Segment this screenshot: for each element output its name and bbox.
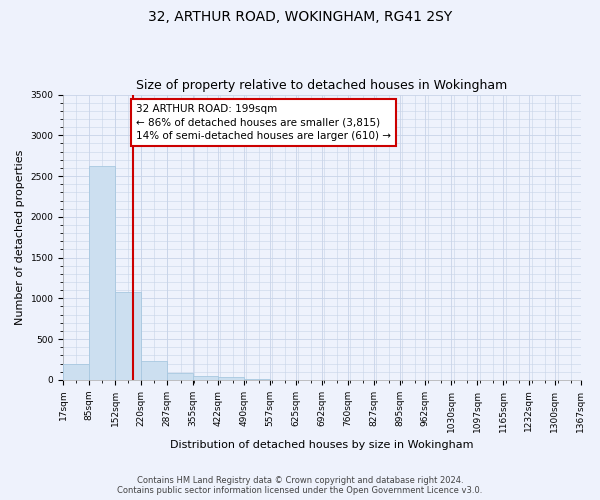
- Y-axis label: Number of detached properties: Number of detached properties: [15, 150, 25, 325]
- Bar: [218, 378, 244, 380]
- Bar: [167, 374, 193, 380]
- Bar: [141, 361, 167, 380]
- Bar: [244, 379, 270, 380]
- Bar: [63, 364, 89, 380]
- Bar: [193, 376, 218, 380]
- Text: 32, ARTHUR ROAD, WOKINGHAM, RG41 2SY: 32, ARTHUR ROAD, WOKINGHAM, RG41 2SY: [148, 10, 452, 24]
- Title: Size of property relative to detached houses in Wokingham: Size of property relative to detached ho…: [136, 79, 508, 92]
- Bar: [115, 292, 141, 380]
- Bar: [89, 166, 115, 380]
- X-axis label: Distribution of detached houses by size in Wokingham: Distribution of detached houses by size …: [170, 440, 473, 450]
- Text: 32 ARTHUR ROAD: 199sqm
← 86% of detached houses are smaller (3,815)
14% of semi-: 32 ARTHUR ROAD: 199sqm ← 86% of detached…: [136, 104, 391, 141]
- Text: Contains HM Land Registry data © Crown copyright and database right 2024.
Contai: Contains HM Land Registry data © Crown c…: [118, 476, 482, 495]
